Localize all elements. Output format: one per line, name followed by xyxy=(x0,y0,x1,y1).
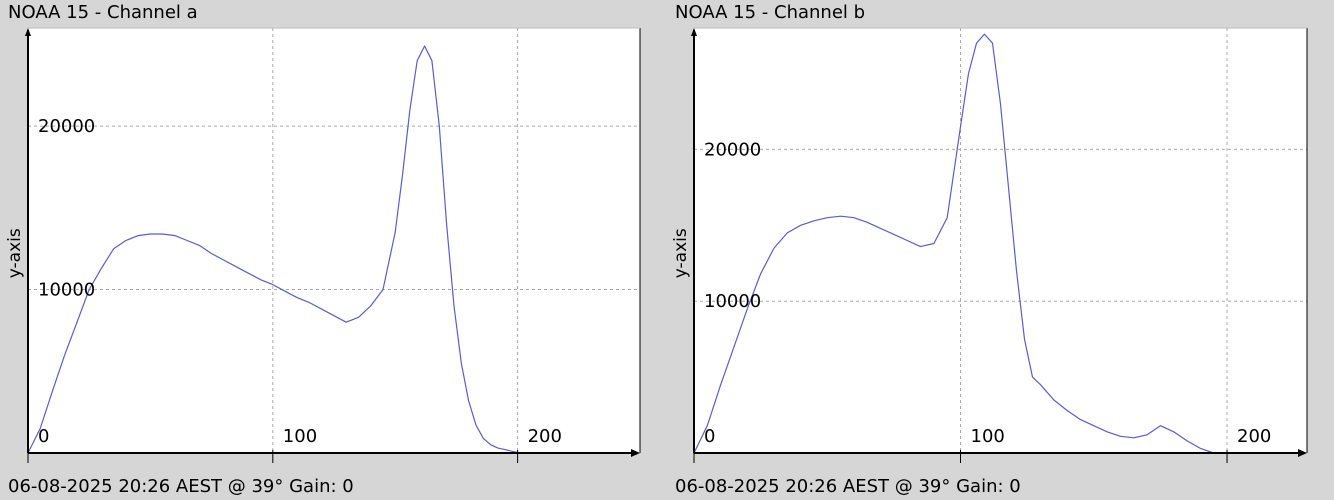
x-tick-label: 200 xyxy=(528,426,562,447)
series-line xyxy=(693,33,1241,454)
y-axis-label: y-axis xyxy=(5,228,25,278)
plot-area xyxy=(694,28,1307,453)
x-tick-label: 0 xyxy=(38,426,49,447)
y-tick-label: 10000 xyxy=(704,291,761,312)
chart-plot-b: 0 100 200 10000 20000 y-axis xyxy=(671,27,1308,463)
x-axis-arrow xyxy=(1298,449,1307,457)
y-tick-label: 20000 xyxy=(38,116,95,137)
chart-panel-a: NOAA 15 - Channel a 0 100 200 10000 20000 y-a… xyxy=(0,0,664,500)
y-tick-label: 20000 xyxy=(704,139,761,160)
chart-title: NOAA 15 - Channel a xyxy=(8,2,198,23)
series-line xyxy=(27,45,530,454)
x-tick-label: 100 xyxy=(971,426,1005,447)
chart-footer: 06-08-2025 20:26 AEST @ 39° Gain: 0 xyxy=(8,476,354,497)
y-tick-label: 10000 xyxy=(38,280,95,301)
chart-plot-a: 0 100 200 10000 20000 y-axis xyxy=(5,27,641,463)
x-axis-arrow xyxy=(631,449,640,457)
y-axis-label: y-axis xyxy=(671,228,691,278)
plot-area xyxy=(28,28,640,453)
x-tick-label: 200 xyxy=(1237,426,1271,447)
chart-footer: 06-08-2025 20:26 AEST @ 39° Gain: 0 xyxy=(675,476,1021,497)
y-axis-arrow xyxy=(691,28,697,36)
chart-title: NOAA 15 - Channel b xyxy=(675,2,866,23)
x-tick-label: 0 xyxy=(704,426,715,447)
x-tick-label: 100 xyxy=(283,426,317,447)
chart-panel-b: NOAA 15 - Channel b 0 100 200 10000 20000 y-a… xyxy=(664,0,1334,500)
y-axis-arrow xyxy=(25,28,31,36)
